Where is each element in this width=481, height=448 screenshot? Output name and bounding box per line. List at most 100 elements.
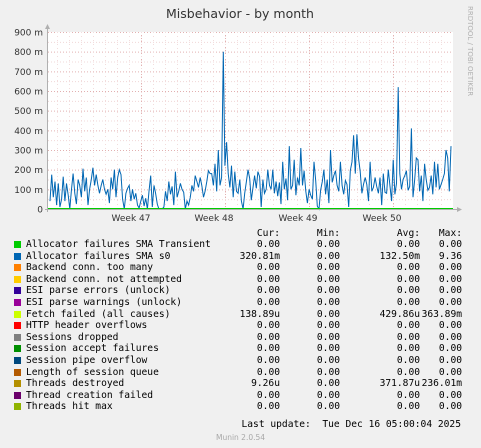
legend-swatch (14, 368, 21, 376)
legend-series-name: Length of session queue (26, 366, 159, 378)
y-axis-arrow (45, 24, 50, 29)
legend-swatch (14, 380, 21, 388)
legend-max-value: 0.00 (438, 389, 462, 401)
series-line (49, 51, 452, 211)
legend-swatch (14, 275, 21, 283)
legend-swatch (14, 264, 21, 272)
legend-cur-value: 0.00 (256, 239, 280, 250)
legend-avg-value: 0.00 (396, 262, 420, 274)
legend-cur-value: 320.81m (239, 250, 280, 262)
plot-area (48, 32, 453, 209)
x-axis-arrow (457, 207, 462, 212)
legend-row: Session pipe overflow 0.00 0.00 0.00 0.00 (14, 355, 469, 367)
legend-max-value: 0.00 (438, 285, 462, 297)
legend-swatch (14, 403, 21, 411)
x-tick-label: Week 50 (363, 214, 402, 224)
legend-min-value: 0.00 (316, 366, 340, 378)
legend-min-value: 0.00 (316, 378, 340, 390)
y-tick-label: 100 m (14, 186, 43, 196)
legend-row: Backend conn. too many 0.00 0.00 0.00 0.00 (14, 262, 469, 274)
legend-avg-value: 0.00 (396, 297, 420, 308)
legend-cur-value: 0.00 (256, 355, 280, 366)
legend-min-value: 0.00 (316, 250, 340, 262)
legend-min-value: 0.00 (316, 320, 340, 332)
legend-series-name: Backend conn. too many (26, 262, 154, 274)
legend-swatch (14, 322, 21, 330)
legend-max-value: 0.00 (438, 355, 462, 366)
legend-column-header: Cur: (256, 228, 280, 239)
legend-avg-value: 0.00 (396, 401, 420, 413)
y-tick-label: 400 m (14, 127, 43, 137)
legend-max-value: 9.36 (438, 250, 462, 262)
legend-swatch (14, 345, 21, 353)
legend-min-value: 0.00 (316, 239, 340, 250)
legend-column-header: Avg: (396, 228, 420, 239)
x-tick-label: Week 49 (279, 214, 318, 224)
legend-max-value: 0.00 (438, 331, 462, 343)
legend-row: Thread creation failed 0.00 0.00 0.00 0.00 (14, 390, 469, 402)
legend-row: ESI parse errors (unlock) 0.00 0.00 0.00 0.0… (14, 285, 469, 297)
legend-swatch (14, 333, 21, 341)
x-tick-label: Week 48 (195, 214, 234, 224)
y-tick-label: 0 (37, 206, 43, 216)
legend-column-header: Min: (316, 228, 340, 239)
legend-swatch (14, 310, 21, 318)
legend-swatch (14, 252, 21, 260)
grid (48, 32, 453, 209)
legend-max-value: 0.00 (438, 239, 462, 250)
legend-row: Fetch failed (all causes) 138.89u 0.00 429.… (14, 309, 469, 321)
legend-cur-value: 0.00 (256, 320, 280, 332)
legend-avg-value: 0.00 (396, 285, 420, 297)
legend-min-value: 0.00 (316, 297, 340, 308)
x-tick-label: Week 47 (112, 214, 151, 224)
legend-cur-value: 0.00 (256, 285, 280, 297)
legend-row: Allocator failures SMA Transient 0.00 0.00… (14, 239, 469, 251)
legend-max-value: 363.89m (421, 308, 462, 320)
x-axis: Week 47 Week 48 Week 49 Week 50 (112, 214, 402, 224)
legend-avg-value: 0.00 (396, 355, 420, 366)
legend-avg-value: 0.00 (396, 389, 420, 401)
legend-series-name: Session accept failures (26, 343, 159, 355)
series-lines (48, 51, 453, 211)
legend-series-name: Allocator failures SMA Transient (26, 239, 211, 250)
legend-row: Sessions dropped 0.00 0.00 0.00 0.00 (14, 332, 469, 344)
legend-min-value: 0.00 (316, 331, 340, 343)
legend-min-value: 0.00 (316, 389, 340, 401)
legend-series-name: Threads destroyed (26, 378, 125, 390)
legend-swatch (14, 357, 21, 364)
legend-series-name: Backend conn. not attempted (26, 273, 182, 285)
legend-min-value: 0.00 (316, 355, 340, 366)
legend-max-value: 0.00 (438, 343, 462, 355)
legend-cur-value: 0.00 (256, 297, 280, 308)
legend-series-name: Sessions dropped (26, 331, 119, 343)
legend-min-value: 0.00 (316, 308, 340, 320)
legend-cur-value: 0.00 (256, 366, 280, 378)
legend-swatch (14, 391, 21, 399)
y-tick-label: 800 m (14, 48, 43, 58)
y-axis: 0 100 m 200 m 300 m 400 m 500 m 600 m 700 m 800 … (14, 29, 43, 216)
legend-row: Length of session queue 0.00 0.00 0.00 0.00 (14, 367, 469, 379)
legend-cur-value: 0.00 (256, 343, 280, 355)
legend-max-value: 0.00 (438, 366, 462, 378)
legend-max-value: 236.01m (421, 378, 462, 390)
legend-row: Threads destroyed 9.26u 0.00 371.87u 236.01m (14, 378, 469, 390)
y-tick-label: 600 m (14, 88, 43, 98)
legend-row: Threads hit max 0.00 0.00 0.00 0.00 (14, 401, 469, 413)
legend-avg-value: 132.50m (379, 250, 420, 262)
legend-column-header: Max: (438, 228, 462, 239)
legend-swatch (14, 299, 21, 306)
legend-cur-value: 0.00 (256, 401, 280, 413)
last-update: Last update: Tue Dec 16 05:00:04 2025 (241, 419, 462, 430)
legend-series-name: ESI parse warnings (unlock) (26, 297, 182, 308)
legend-row: Backend conn. not attempted 0.00 0.00 0.00 0… (14, 274, 469, 286)
munin-version: Munin 2.0.54 (215, 433, 266, 442)
y-tick-label: 700 m (14, 68, 43, 78)
legend-max-value: 0.00 (438, 297, 462, 308)
y-tick-label: 300 m (14, 147, 43, 157)
y-tick-label: 900 m (14, 29, 43, 39)
legend-cur-value: 9.26u (251, 378, 280, 390)
legend-series-name: Allocator failures SMA s0 (26, 250, 171, 262)
legend-min-value: 0.00 (316, 262, 340, 274)
axis-lines (45, 24, 462, 212)
legend-cur-value: 0.00 (256, 331, 280, 343)
